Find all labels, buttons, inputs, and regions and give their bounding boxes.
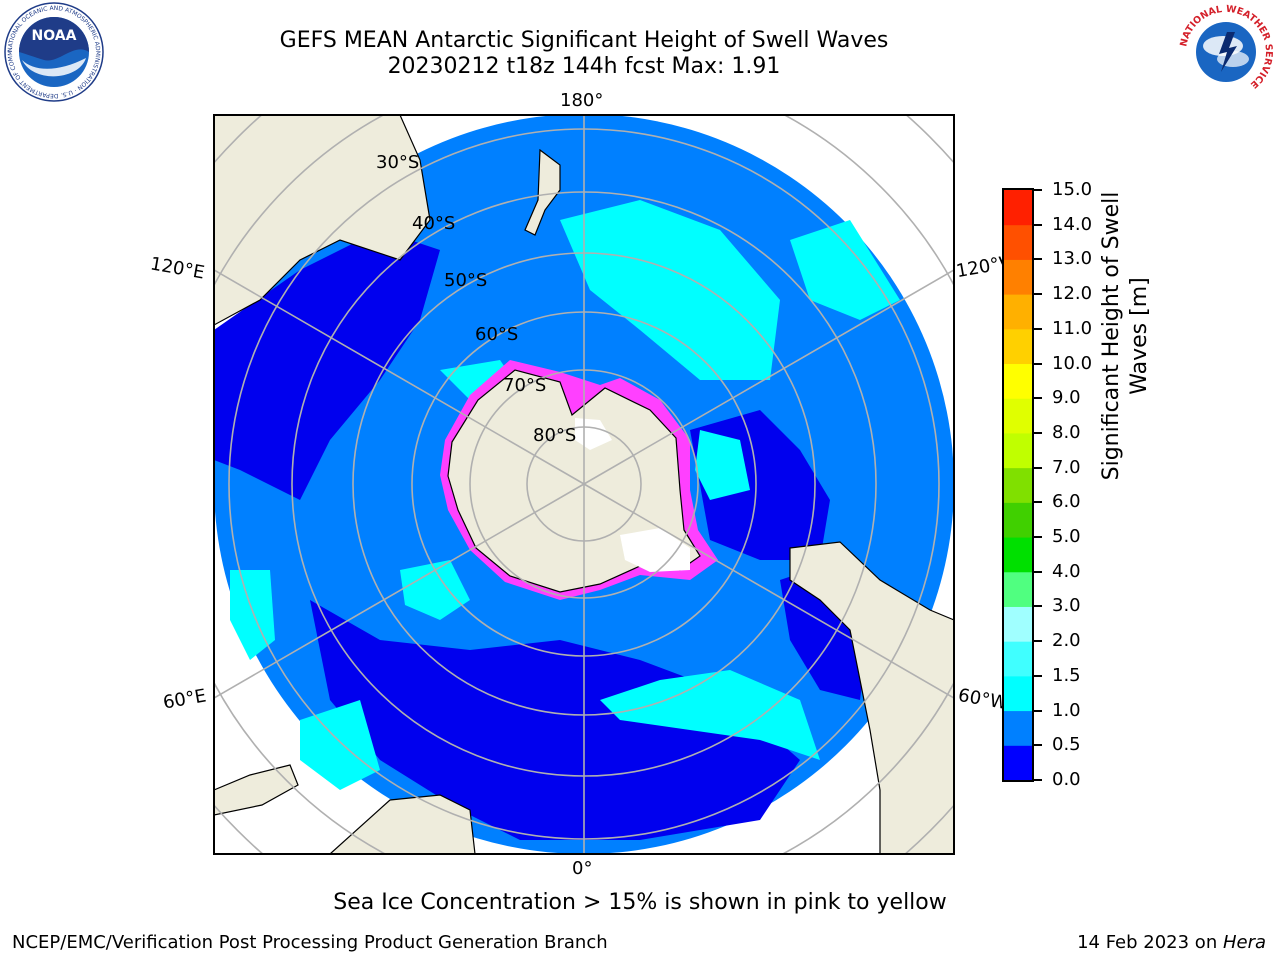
colorbar-tick-label: 5.0 [1052, 526, 1081, 548]
title-line-1: GEFS MEAN Antarctic Significant Height o… [279, 28, 889, 53]
colorbar-tick-mark [1034, 397, 1042, 400]
lat-label-60s: 60°S [475, 324, 519, 345]
colorbar-tick-label: 13.0 [1052, 248, 1093, 270]
polar-map [213, 114, 955, 855]
colorbar-tick-label: 15.0 [1052, 179, 1093, 200]
colorbar-tick-mark [1034, 327, 1042, 330]
map-frame [213, 114, 955, 855]
colorbar-segment [1004, 432, 1032, 469]
new-zealand [524, 148, 561, 236]
colorbar-tick-mark [1034, 674, 1042, 677]
colorbar-segment [1004, 606, 1032, 642]
high-swell-region [695, 430, 750, 500]
colorbar-segment [1004, 294, 1032, 330]
lon-label-0: 0° [572, 858, 593, 879]
colorbar [1002, 188, 1034, 782]
colorbar-tick-label: 10.0 [1052, 352, 1093, 374]
colorbar-segment [1004, 537, 1032, 573]
colorbar-tick-mark [1034, 466, 1042, 469]
colorbar-tick-mark [1034, 258, 1042, 261]
colorbar-segment [1004, 363, 1032, 399]
footer-left: NCEP/EMC/Verification Post Processing Pr… [12, 932, 608, 953]
lat-label-40s: 40°S [412, 213, 456, 234]
colorbar-tick-label: 1.0 [1052, 699, 1081, 721]
colorbar-segment [1004, 398, 1032, 434]
colorbar-tick-label: 0.0 [1052, 769, 1081, 790]
colorbar-tick-label: 6.0 [1052, 491, 1081, 513]
south-america [789, 541, 954, 854]
colorbar-tick-mark [1034, 293, 1042, 296]
colorbar-tick-label: 0.5 [1052, 734, 1081, 756]
lon-label-120e: 120°E [148, 253, 207, 284]
colorbar-label: Significant Height of Swell Waves [m] [1099, 191, 1152, 481]
lon-label-180: 180° [560, 90, 604, 111]
colorbar-segment [1004, 224, 1032, 260]
colorbar-tick-mark [1034, 605, 1042, 608]
colorbar-tick-mark [1034, 536, 1042, 539]
colorbar-segment [1004, 675, 1032, 712]
colorbar-segment [1004, 641, 1032, 677]
title-line-2: 20230212 t18z 144h fcst Max: 1.91 [387, 54, 781, 79]
nws-logo: NATIONAL WEATHER SERVICE [1178, 4, 1274, 100]
low-swell-region [310, 600, 800, 840]
lat-label-80s: 80°S [533, 425, 577, 446]
colorbar-tick-label: 11.0 [1052, 317, 1093, 339]
noaa-logo: NATIONAL OCEANIC AND ATMOSPHERIC ADMINIS… [4, 2, 104, 102]
high-swell-region [600, 670, 820, 760]
madagascar [214, 764, 299, 816]
colorbar-tick-mark [1034, 501, 1042, 504]
colorbar-segment [1004, 259, 1032, 295]
graticule [214, 115, 954, 854]
lat-label-30s: 30°S [376, 152, 420, 173]
colorbar-segment [1004, 710, 1032, 746]
colorbar-tick-label: 8.0 [1052, 421, 1081, 443]
low-swell-region [214, 230, 440, 500]
colorbar-tick-label: 3.0 [1052, 595, 1081, 617]
colorbar-segment [1004, 328, 1032, 365]
colorbar-tick-label: 7.0 [1052, 456, 1081, 478]
australia [214, 115, 431, 326]
colorbar-tick-mark [1034, 189, 1042, 191]
svg-text:NOAA: NOAA [32, 28, 77, 44]
colorbar-tick-label: 9.0 [1052, 387, 1081, 409]
colorbar-tick-label: 12.0 [1052, 283, 1093, 305]
colorbar-tick-mark [1034, 431, 1042, 434]
colorbar-segment [1004, 502, 1032, 538]
africa [329, 794, 476, 854]
colorbar-segment [1004, 190, 1032, 226]
colorbar-segment [1004, 467, 1032, 503]
high-swell-region [560, 200, 780, 380]
colorbar-tick-mark [1034, 570, 1042, 573]
colorbar-tick-mark [1034, 744, 1042, 747]
colorbar-tick-mark [1034, 779, 1042, 781]
colorbar-tick-label: 4.0 [1052, 560, 1081, 582]
colorbar-tick-mark [1034, 640, 1042, 643]
colorbar-tick-mark [1034, 223, 1042, 226]
lon-label-60e: 60°E [161, 685, 208, 714]
weddell-sea-ice [620, 528, 690, 572]
lat-label-70s: 70°S [503, 375, 547, 396]
footer-right: 14 Feb 2023 on Hera [1077, 932, 1266, 953]
high-swell-region [400, 560, 470, 620]
colorbar-tick-label: 2.0 [1052, 630, 1081, 652]
lat-label-50s: 50°S [444, 270, 488, 291]
high-swell-region [790, 220, 900, 320]
colorbar-tick-mark [1034, 362, 1042, 365]
colorbar-tick-label: 14.0 [1052, 213, 1093, 235]
colorbar-segment [1004, 745, 1032, 781]
sea-ice-note: Sea Ice Concentration > 15% is shown in … [333, 890, 947, 915]
colorbar-tick-mark [1034, 709, 1042, 712]
colorbar-segment [1004, 571, 1032, 607]
colorbar-tick-label: 1.5 [1052, 664, 1081, 686]
